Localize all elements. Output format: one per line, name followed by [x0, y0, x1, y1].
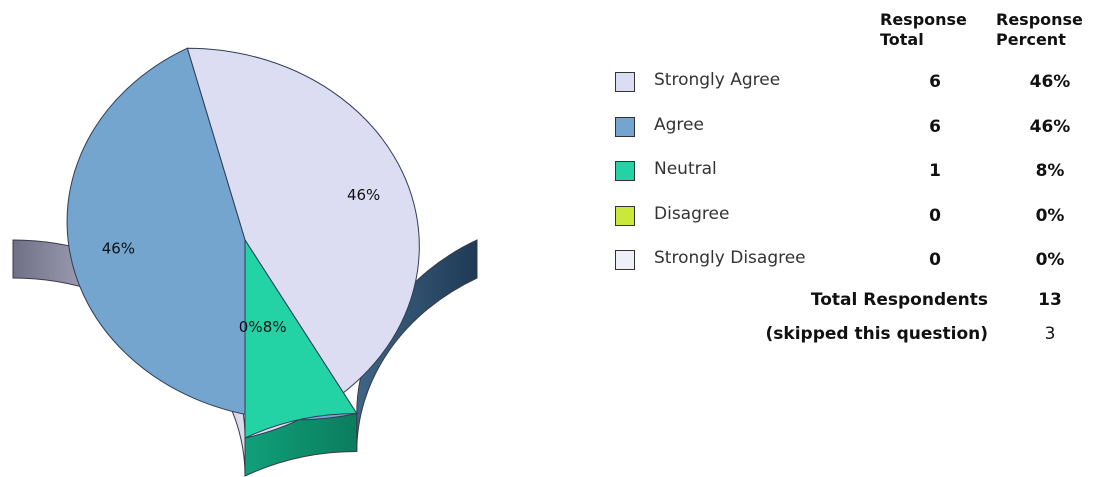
header-response-percent-line1: Response — [996, 10, 1083, 29]
row-strongly-agree: Strongly Agree 6 46% — [600, 68, 1100, 98]
header-response-percent: Response Percent — [996, 10, 1083, 50]
response-percent: 0% — [1035, 206, 1065, 226]
total-respondents-value: 13 — [1038, 290, 1062, 310]
response-total: 0 — [929, 206, 941, 226]
row-neutral: Neutral 1 8% — [600, 157, 1100, 187]
response-percent: 8% — [1035, 161, 1065, 181]
pie-label: 8% — [263, 318, 287, 336]
response-total: 6 — [929, 117, 941, 137]
row-strongly-disagree: Strongly Disagree 0 0% — [600, 246, 1100, 276]
pie-label: 46% — [347, 186, 380, 204]
skipped-label: (skipped this question) — [765, 324, 989, 344]
response-percent: 0% — [1035, 250, 1065, 270]
header-response-total-line2: Total — [880, 30, 924, 49]
row-disagree: Disagree 0 0% — [600, 202, 1100, 232]
response-percent: 46% — [1029, 72, 1071, 92]
header-response-percent-line2: Percent — [996, 30, 1066, 49]
legend-swatch — [615, 72, 635, 92]
skipped-value: 3 — [1044, 324, 1056, 344]
response-total: 6 — [929, 72, 941, 92]
pie-slice-neutral — [244, 238, 358, 439]
pie-label: 0% — [239, 318, 263, 336]
response-total: 0 — [929, 250, 941, 270]
pie-chart: 46% 46% 8%0% — [12, 47, 478, 477]
response-total: 1 — [929, 161, 941, 181]
row-agree: Agree 6 46% — [600, 113, 1100, 143]
header-response-total: Response Total — [880, 10, 967, 50]
header-response-total-line1: Response — [880, 10, 967, 29]
total-respondents-label: Total Respondents — [810, 290, 988, 310]
response-percent: 46% — [1029, 117, 1071, 137]
legend-label: Strongly Agree — [654, 70, 781, 90]
legend-label: Disagree — [654, 204, 730, 224]
legend-swatch — [615, 161, 635, 181]
legend-label: Neutral — [654, 159, 717, 179]
legend-swatch — [615, 206, 635, 226]
legend-label: Agree — [654, 115, 704, 135]
legend-swatch — [615, 117, 635, 137]
legend-swatch — [615, 250, 635, 270]
legend-label: Strongly Disagree — [654, 248, 806, 268]
pie-label: 46% — [102, 240, 135, 258]
